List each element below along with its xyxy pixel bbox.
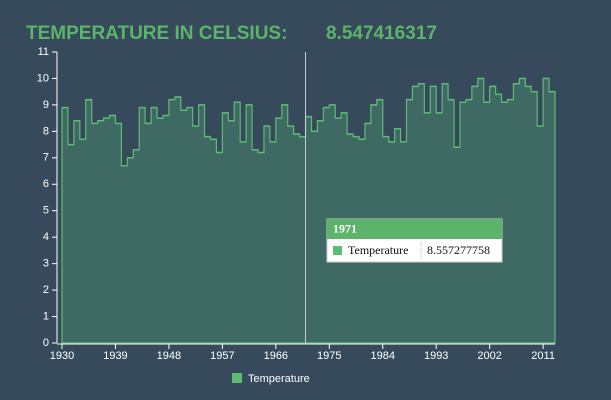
x-tick-label: 2011 (531, 350, 555, 362)
y-tick-label: 3 (43, 258, 49, 270)
y-tick-label: 2 (43, 284, 49, 296)
y-tick-label: 10 (37, 72, 49, 84)
headline-value: 8.547416317 (326, 23, 437, 44)
tooltip-header (327, 219, 502, 239)
chart-title: TEMPERATURE IN CELSIUS: (26, 23, 287, 44)
x-tick-label: 1984 (371, 350, 395, 362)
x-tick-label: 1975 (317, 350, 341, 362)
tooltip-swatch (333, 246, 342, 255)
x-tick-label: 1948 (157, 350, 181, 362)
legend-swatch (232, 373, 242, 383)
y-tick-label: 0 (43, 337, 49, 349)
y-tick-label: 5 (43, 205, 49, 217)
legend-label: Temperature (248, 373, 310, 385)
tooltip-value: 8.557277758 (427, 243, 490, 257)
y-tick-label: 11 (38, 46, 49, 58)
x-tick-label: 1966 (264, 350, 288, 362)
x-tick-label: 1957 (210, 350, 234, 362)
tooltip: 1971 Temperature 8.557277758 (326, 218, 503, 263)
y-tick-label: 6 (43, 178, 49, 190)
y-tick-label: 8 (43, 125, 49, 137)
x-tick-label: 2002 (477, 350, 501, 362)
x-tick-label: 1939 (103, 350, 127, 362)
tooltip-title: 1971 (333, 221, 357, 235)
y-tick-label: 1 (43, 310, 49, 322)
y-tick-label: 7 (43, 152, 49, 164)
tooltip-series: Temperature (348, 243, 408, 257)
y-tick-label: 4 (43, 231, 49, 243)
x-tick-label: 1930 (50, 350, 74, 362)
y-tick-label: 9 (43, 99, 49, 111)
x-tick-label: 1993 (424, 350, 448, 362)
